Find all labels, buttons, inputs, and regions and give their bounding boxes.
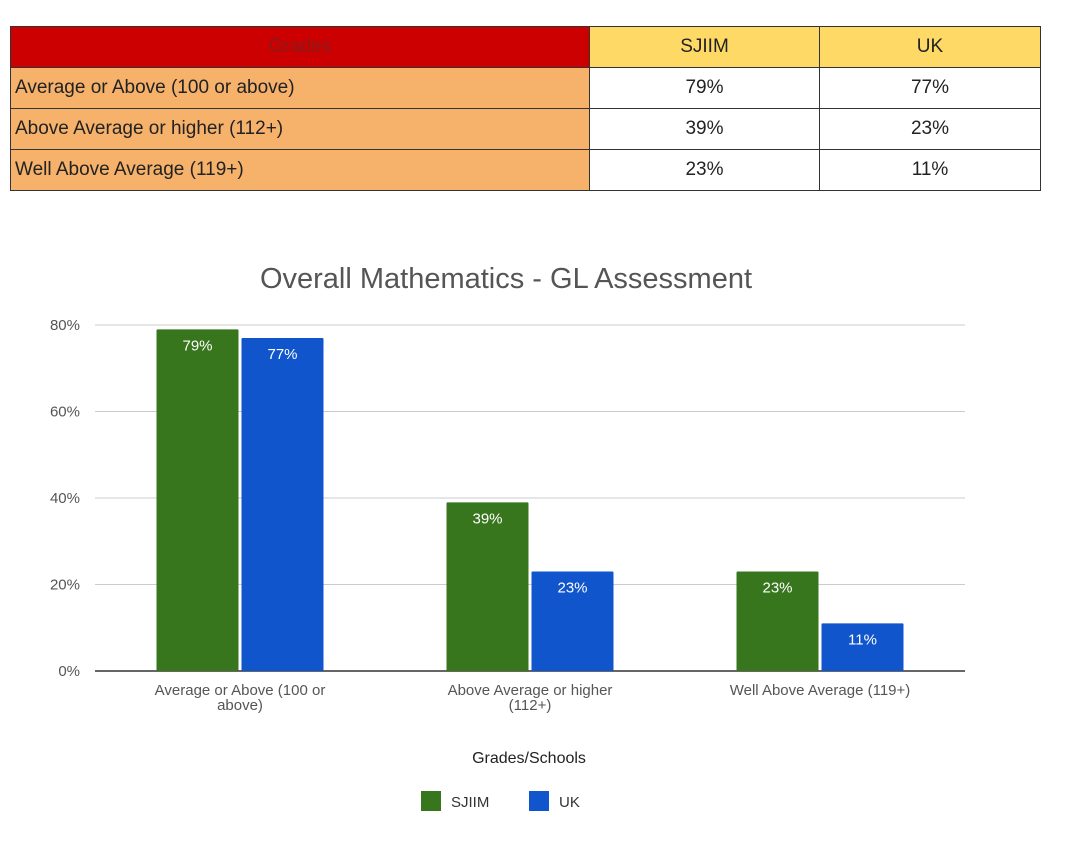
- x-tick-label: Above Average or higher (112+): [448, 682, 613, 714]
- sjiim-value: 23%: [589, 149, 820, 191]
- x-axis-title: Grades/Schools: [472, 750, 586, 767]
- chart-title: Overall Mathematics - GL Assessment: [260, 263, 752, 295]
- legend-label-sjiim: SJIIM: [451, 794, 489, 811]
- header-grades: Grades: [10, 26, 590, 68]
- y-tick-label: 40%: [50, 490, 80, 507]
- bar-uk-2: [821, 623, 904, 671]
- bar-sjiim-0: [156, 329, 239, 671]
- table-row: Average or Above (100 or above) 79% 77%: [10, 67, 1041, 109]
- uk-value: 11%: [819, 149, 1041, 191]
- legend: SJIIM UK: [421, 791, 580, 811]
- data-label: 39%: [472, 510, 502, 527]
- y-axis: 0% 20% 40% 60% 80%: [50, 317, 80, 680]
- data-label: 11%: [848, 631, 877, 648]
- table-header-row: Grades SJIIM UK: [10, 26, 1041, 68]
- x-axis: Average or Above (100 or above) Above Aver…: [155, 682, 911, 714]
- header-uk: UK: [819, 26, 1041, 68]
- uk-value: 23%: [819, 108, 1041, 150]
- gridlines: [95, 324, 965, 672]
- y-tick-label: 60%: [50, 404, 80, 421]
- legend-swatch-uk: [529, 791, 549, 811]
- bar-sjiim-1: [446, 502, 529, 671]
- x-tick-label: Well Above Average (119+): [730, 682, 911, 699]
- x-tick-label: Average or Above (100 or above): [155, 682, 326, 714]
- y-tick-label: 80%: [50, 317, 80, 334]
- data-label: 79%: [182, 337, 212, 354]
- y-tick-label: 0%: [58, 663, 80, 680]
- row-label: Average or Above (100 or above): [10, 67, 590, 109]
- bar-chart: Overall Mathematics - GL Assessment 0% 20…: [50, 263, 965, 811]
- bar-uk-0: [241, 337, 324, 671]
- bar-sjiim-2: [736, 571, 819, 671]
- uk-value: 77%: [819, 67, 1041, 109]
- row-label: Well Above Average (119+): [10, 149, 590, 191]
- table-row: Above Average or higher (112+) 39% 23%: [10, 108, 1041, 150]
- data-label: 23%: [557, 580, 587, 597]
- y-tick-label: 20%: [50, 577, 80, 594]
- legend-swatch-sjiim: [421, 791, 441, 811]
- grades-table: Grades SJIIM UK Average or Above (100 or…: [10, 26, 1041, 191]
- data-label: 23%: [762, 580, 792, 597]
- sjiim-value: 79%: [589, 67, 820, 109]
- bars: 79% 77% 39% 23% 23% 11%: [156, 329, 904, 671]
- sjiim-value: 39%: [589, 108, 820, 150]
- table-row: Well Above Average (119+) 23% 11%: [10, 149, 1041, 191]
- bar-uk-1: [531, 571, 614, 671]
- row-label: Above Average or higher (112+): [10, 108, 590, 150]
- data-label: 77%: [267, 346, 297, 363]
- header-sjiim: SJIIM: [589, 26, 820, 68]
- legend-label-uk: UK: [559, 794, 580, 811]
